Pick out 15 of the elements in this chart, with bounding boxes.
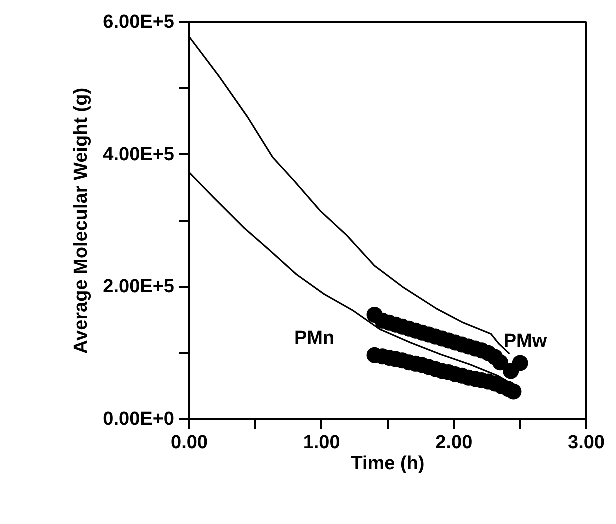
y-tick-label: 2.00E+5 — [103, 276, 175, 298]
point — [506, 384, 522, 400]
point — [512, 355, 528, 372]
point — [492, 354, 508, 371]
y-tick-label: 0.00E+0 — [103, 409, 175, 430]
x-tick-label: 0.00 — [171, 432, 208, 454]
annotation: PMn — [294, 328, 335, 349]
x-tick-label: 2.00 — [436, 432, 473, 454]
annotation: PMw — [504, 331, 548, 352]
y-axis-title: Average Molecular Weight (g) — [71, 88, 92, 354]
x-tick-label: 3.00 — [568, 432, 605, 454]
x-tick-label: 1.00 — [303, 432, 340, 454]
x-axis-title: Time (h) — [351, 454, 425, 474]
y-tick-label: 6.00E+5 — [103, 12, 175, 33]
y-tick-label: 4.00E+5 — [103, 144, 175, 166]
